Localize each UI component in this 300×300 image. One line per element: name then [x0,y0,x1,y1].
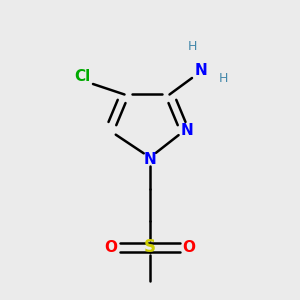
Text: S: S [144,238,156,256]
Text: N: N [181,123,194,138]
Text: Cl: Cl [74,69,91,84]
Text: N: N [144,152,156,166]
Text: O: O [104,240,118,255]
Text: O: O [182,240,196,255]
Text: H: H [219,71,228,85]
Text: H: H [187,40,197,53]
Text: N: N [195,63,207,78]
